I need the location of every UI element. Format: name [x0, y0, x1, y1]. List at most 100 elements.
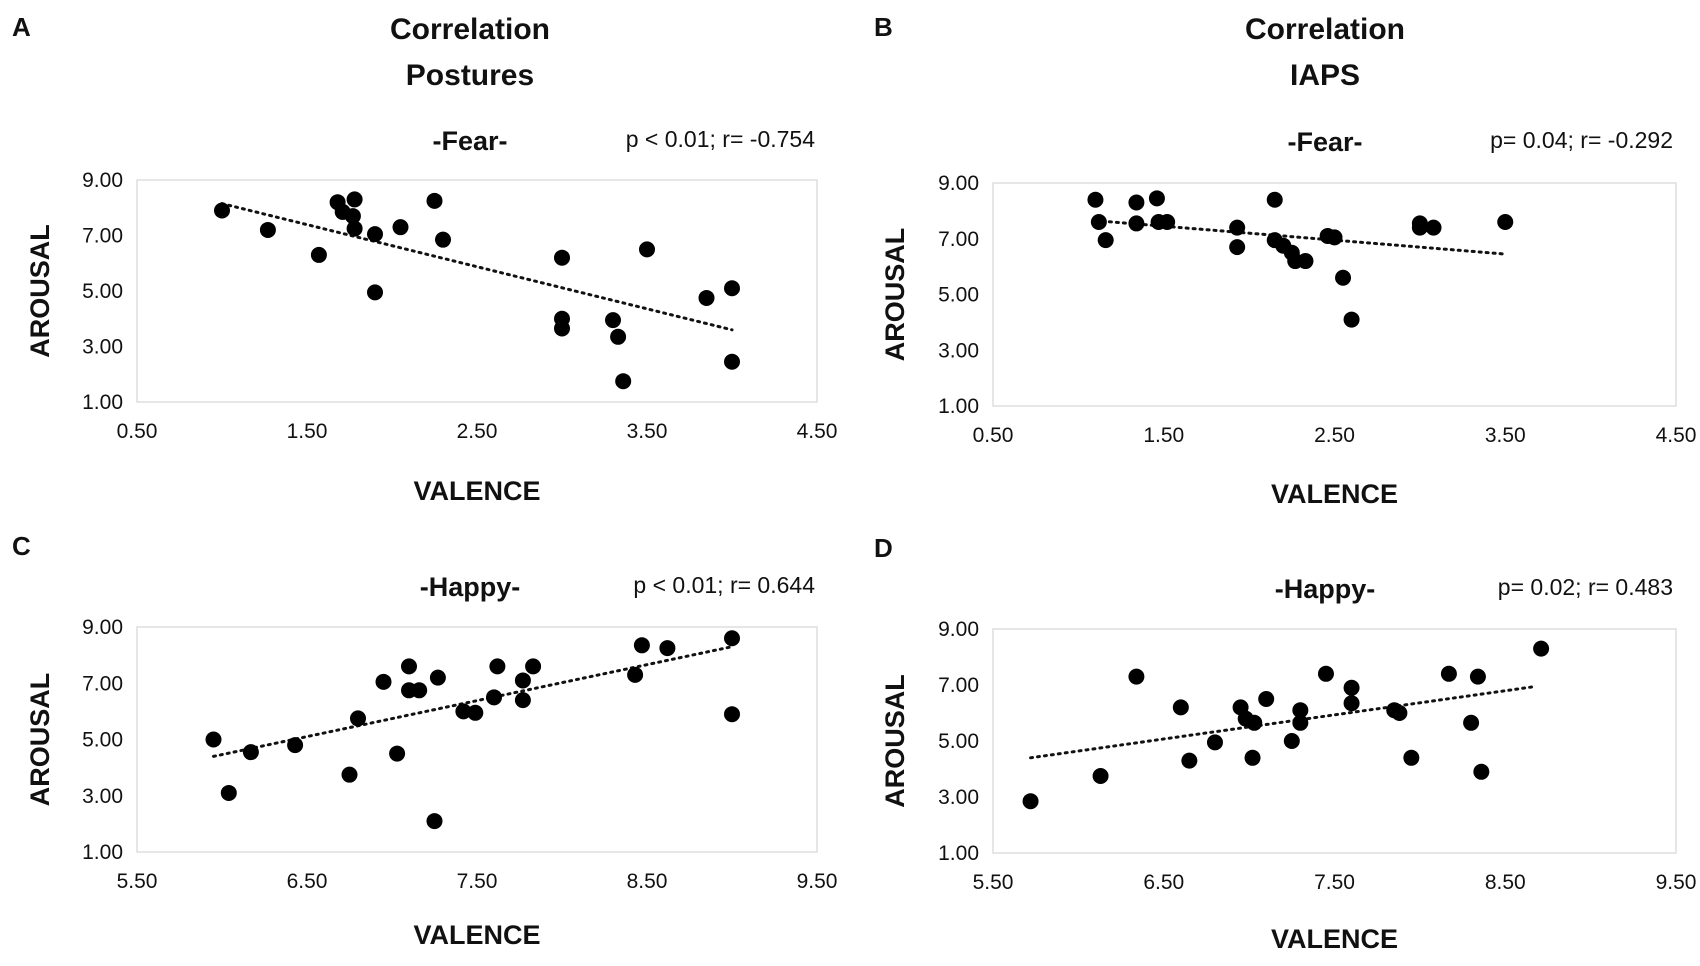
- data-point: [1128, 215, 1145, 232]
- data-point: [554, 320, 570, 337]
- data-point: [1258, 691, 1275, 707]
- y-axis-label: AROUSAL: [25, 673, 55, 807]
- correlation-stats: p= 0.04; r= -0.292: [1490, 127, 1673, 153]
- data-point: [344, 208, 361, 225]
- y-tick-label: 5.00: [82, 729, 123, 752]
- emotion-subtitle: -Fear-: [1287, 127, 1362, 157]
- y-tick-label: 7.00: [82, 672, 123, 695]
- y-axis-label: AROUSAL: [880, 674, 910, 808]
- data-point: [429, 669, 446, 686]
- data-point: [615, 373, 632, 390]
- correlation-stats: p < 0.01; r= -0.754: [626, 126, 815, 152]
- y-tick-label: 9.00: [82, 616, 123, 639]
- x-tick-label: 6.50: [1143, 871, 1184, 894]
- panel-d: D -Happy-p= 0.02; r= 0.483 9.00 7.00 5.00 3.0…: [874, 533, 1696, 954]
- x-tick-label: 5.50: [117, 870, 158, 893]
- x-tick-label: 8.50: [1485, 871, 1526, 894]
- data-point: [1292, 702, 1309, 719]
- data-point: [1128, 668, 1145, 685]
- x-tick-label: 9.50: [1656, 871, 1697, 894]
- data-point: [554, 249, 570, 266]
- data-point: [205, 731, 222, 748]
- data-point: [1343, 679, 1360, 696]
- data-point: [214, 202, 230, 219]
- y-axis-label: AROUSAL: [880, 228, 910, 362]
- data-point: [1343, 311, 1360, 328]
- data-point: [242, 744, 259, 761]
- y-tick-label: 1.00: [938, 842, 979, 865]
- y-tick-label: 5.00: [938, 730, 979, 753]
- x-tick-label: 9.50: [797, 870, 838, 893]
- x-axis-label: VALENCE: [1271, 479, 1398, 509]
- data-point: [389, 745, 406, 762]
- data-point: [514, 672, 531, 689]
- correlation-stats: p= 0.02; r= 0.483: [1498, 574, 1673, 600]
- panel-letter: D: [874, 533, 893, 563]
- data-point: [724, 630, 740, 647]
- data-point: [426, 813, 443, 830]
- data-point: [1097, 232, 1114, 249]
- data-point: [1244, 749, 1261, 766]
- data-point: [525, 658, 542, 675]
- y-tick-label: 7.00: [938, 674, 979, 697]
- chart-title: Correlation: [1245, 13, 1405, 46]
- data-point: [1283, 733, 1300, 749]
- data-point: [350, 710, 366, 727]
- y-axis-label: AROUSAL: [25, 224, 55, 358]
- emotion-subtitle: -Fear-: [432, 126, 507, 156]
- x-tick-label: 8.50: [627, 870, 668, 893]
- y-tick-label: 3.00: [938, 786, 979, 809]
- panel-b: B Correlation IAPS -Fear-p= 0.04; r= -0.292…: [874, 12, 1696, 509]
- data-point: [1425, 219, 1442, 236]
- plot-area-frame: [992, 182, 1677, 407]
- y-tick-label: 1.00: [82, 841, 123, 864]
- data-point: [455, 703, 472, 720]
- data-point: [259, 221, 276, 238]
- data-point: [1229, 239, 1246, 256]
- data-point: [401, 658, 417, 675]
- data-point: [1092, 768, 1109, 784]
- x-tick-label: 0.50: [973, 424, 1014, 447]
- y-tick-label: 5.00: [82, 280, 123, 303]
- y-tick-label: 3.00: [82, 785, 123, 808]
- data-point: [310, 246, 327, 263]
- data-point: [367, 284, 383, 301]
- data-point: [346, 220, 363, 237]
- data-point: [489, 658, 506, 675]
- y-tick-label: 9.00: [82, 169, 123, 192]
- data-point: [627, 666, 644, 683]
- data-point: [1497, 214, 1514, 231]
- emotion-subtitle: -Happy-: [1275, 574, 1376, 604]
- data-point: [605, 312, 621, 329]
- x-tick-label: 5.50: [973, 871, 1014, 894]
- panel-c: C -Happy-p < 0.01; r= 0.644 9.00 7.00 5.00 3.…: [12, 531, 837, 950]
- data-point: [1297, 253, 1314, 270]
- correlation-stats: p < 0.01; r= 0.644: [633, 572, 815, 598]
- trend-line: [1029, 684, 1538, 760]
- data-point: [426, 192, 443, 209]
- x-tick-label: 7.50: [457, 870, 498, 893]
- y-tick-label: 3.00: [938, 339, 979, 362]
- data-point: [514, 692, 531, 709]
- data-point: [1159, 214, 1176, 231]
- x-tick-label: 4.50: [797, 420, 838, 443]
- plot-area-frame: [992, 628, 1677, 854]
- data-point: [1317, 665, 1334, 682]
- x-axis-label: VALENCE: [1271, 924, 1398, 954]
- data-point: [367, 226, 383, 243]
- x-tick-label: 1.50: [1143, 424, 1184, 447]
- data-point: [1391, 705, 1408, 721]
- y-tick-label: 9.00: [938, 618, 979, 641]
- data-point: [1469, 668, 1486, 685]
- x-tick-label: 3.50: [1485, 424, 1526, 447]
- data-point: [287, 737, 304, 754]
- data-point: [1440, 665, 1457, 682]
- data-point: [1473, 763, 1490, 780]
- data-point: [220, 784, 237, 801]
- chart-title: Correlation: [390, 13, 550, 46]
- data-point: [659, 640, 676, 657]
- x-axis-label: VALENCE: [413, 920, 540, 950]
- x-tick-label: 4.50: [1656, 424, 1697, 447]
- y-tick-label: 5.00: [938, 284, 979, 307]
